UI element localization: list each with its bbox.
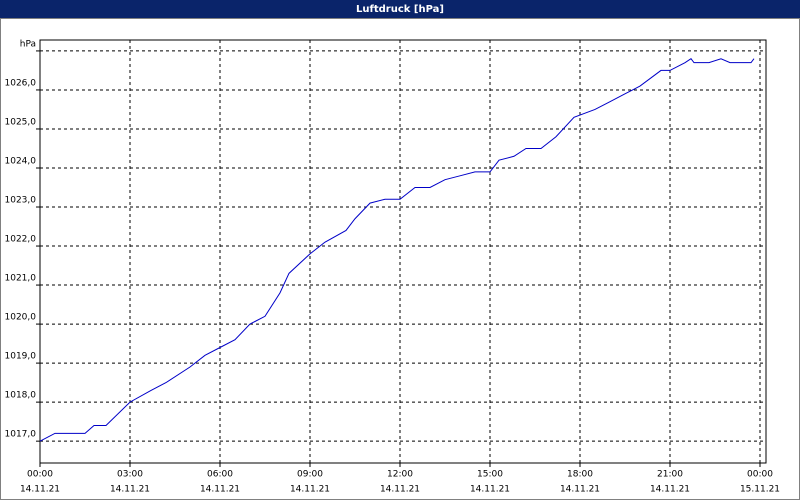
y-tick-label: 1020,0 — [5, 313, 37, 323]
x-tick-label: 09:00 — [297, 470, 323, 480]
y-tick-label: 1018,0 — [5, 391, 37, 401]
x-tick-label: 12:00 — [387, 470, 413, 480]
x-tick-label: 21:00 — [657, 470, 683, 480]
y-tick-label: 1021,0 — [5, 274, 37, 284]
x-tick-label: 06:00 — [207, 470, 233, 480]
y-tick-label: 1025,0 — [5, 117, 37, 127]
x-tick-date: 14.11.21 — [470, 485, 510, 495]
x-tick-label: 03:00 — [117, 470, 143, 480]
x-tick-label: 15:00 — [477, 470, 503, 480]
x-tick-date: 14.11.21 — [380, 485, 420, 495]
x-tick-label: 00:00 — [747, 470, 773, 480]
y-tick-label: 1026,0 — [5, 78, 37, 88]
title-bar — [0, 0, 800, 18]
x-tick-label: 18:00 — [567, 470, 593, 480]
x-tick-date: 14.11.21 — [290, 485, 330, 495]
y-tick-label: 1023,0 — [5, 196, 37, 206]
chart-title: Luftdruck [hPa] — [356, 4, 444, 15]
y-tick-label: 1024,0 — [5, 156, 37, 166]
x-tick-date: 14.11.21 — [20, 485, 60, 495]
y-tick-label: 1019,0 — [5, 352, 37, 362]
x-tick-date: 14.11.21 — [560, 485, 600, 495]
y-tick-label: 1022,0 — [5, 235, 37, 245]
x-tick-label: 00:00 — [27, 470, 53, 480]
y-tick-label: 1017,0 — [5, 430, 37, 440]
x-tick-date: 14.11.21 — [650, 485, 690, 495]
x-tick-date: 14.11.21 — [110, 485, 150, 495]
y-tick-label: hPa — [20, 39, 36, 49]
x-tick-date: 14.11.21 — [200, 485, 240, 495]
x-tick-date: 15.11.21 — [740, 485, 780, 495]
line — [39, 58, 755, 442]
plot-area — [39, 39, 767, 464]
